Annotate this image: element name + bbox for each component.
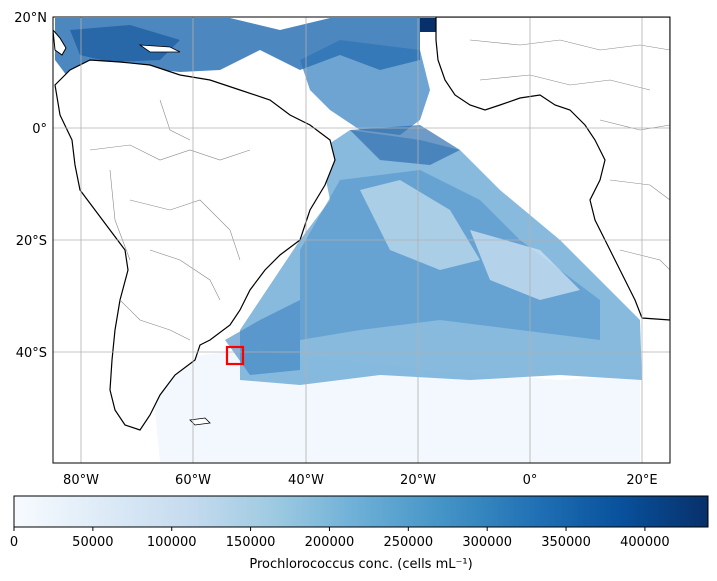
colorbar xyxy=(13,495,709,528)
lon-tick-label: 20°E xyxy=(626,473,657,488)
colorbar-tick-label: 50000 xyxy=(72,535,113,550)
country-borders xyxy=(89,39,670,341)
highlight-box xyxy=(225,345,245,366)
colorbar-tick-label: 150000 xyxy=(226,535,276,550)
colorbar-label: Prochlorococcus conc. (cells mL⁻¹) xyxy=(249,557,472,572)
colorbar-tick-label: 100000 xyxy=(147,535,197,550)
lat-tick-label: 20°S xyxy=(16,234,47,249)
lon-tick-label: 80°W xyxy=(63,473,99,488)
light-patch-east xyxy=(470,230,580,300)
lat-tick-label: 0° xyxy=(32,122,47,137)
light-patch xyxy=(360,180,480,270)
lon-tick-label: 60°W xyxy=(175,473,211,488)
caribbean-island xyxy=(138,44,181,53)
lon-tick-label: 40°W xyxy=(288,473,324,488)
colorbar-tick-label: 200000 xyxy=(305,535,355,550)
colorbar-tick-label: 0 xyxy=(10,535,18,550)
africa-coastline xyxy=(435,17,670,321)
colorbar-tick-label: 250000 xyxy=(383,535,433,550)
concentration-field xyxy=(55,18,642,462)
colorbar-tick-label: 350000 xyxy=(541,535,591,550)
lon-tick-label: 20°W xyxy=(400,473,436,488)
south-america-coastline xyxy=(54,59,336,431)
map-frame xyxy=(52,16,671,464)
equatorial-patch xyxy=(350,125,460,165)
colorbar-tick-label: 400000 xyxy=(620,535,670,550)
colorbar-tick-label: 300000 xyxy=(462,535,512,550)
gridlines xyxy=(53,17,670,463)
lon-tick-label: 0° xyxy=(523,473,538,488)
central-america-coastline xyxy=(53,29,67,56)
caribbean-dark-patch xyxy=(70,25,180,62)
lat-tick-label: 20°N xyxy=(14,11,47,26)
small-dark-patch xyxy=(420,18,436,32)
colorbar-ticks: 0 50000 100000 150000 200000 250000 300000 3500… xyxy=(10,527,670,550)
lat-tick-label: 40°S xyxy=(16,346,47,361)
map-content xyxy=(53,17,670,463)
